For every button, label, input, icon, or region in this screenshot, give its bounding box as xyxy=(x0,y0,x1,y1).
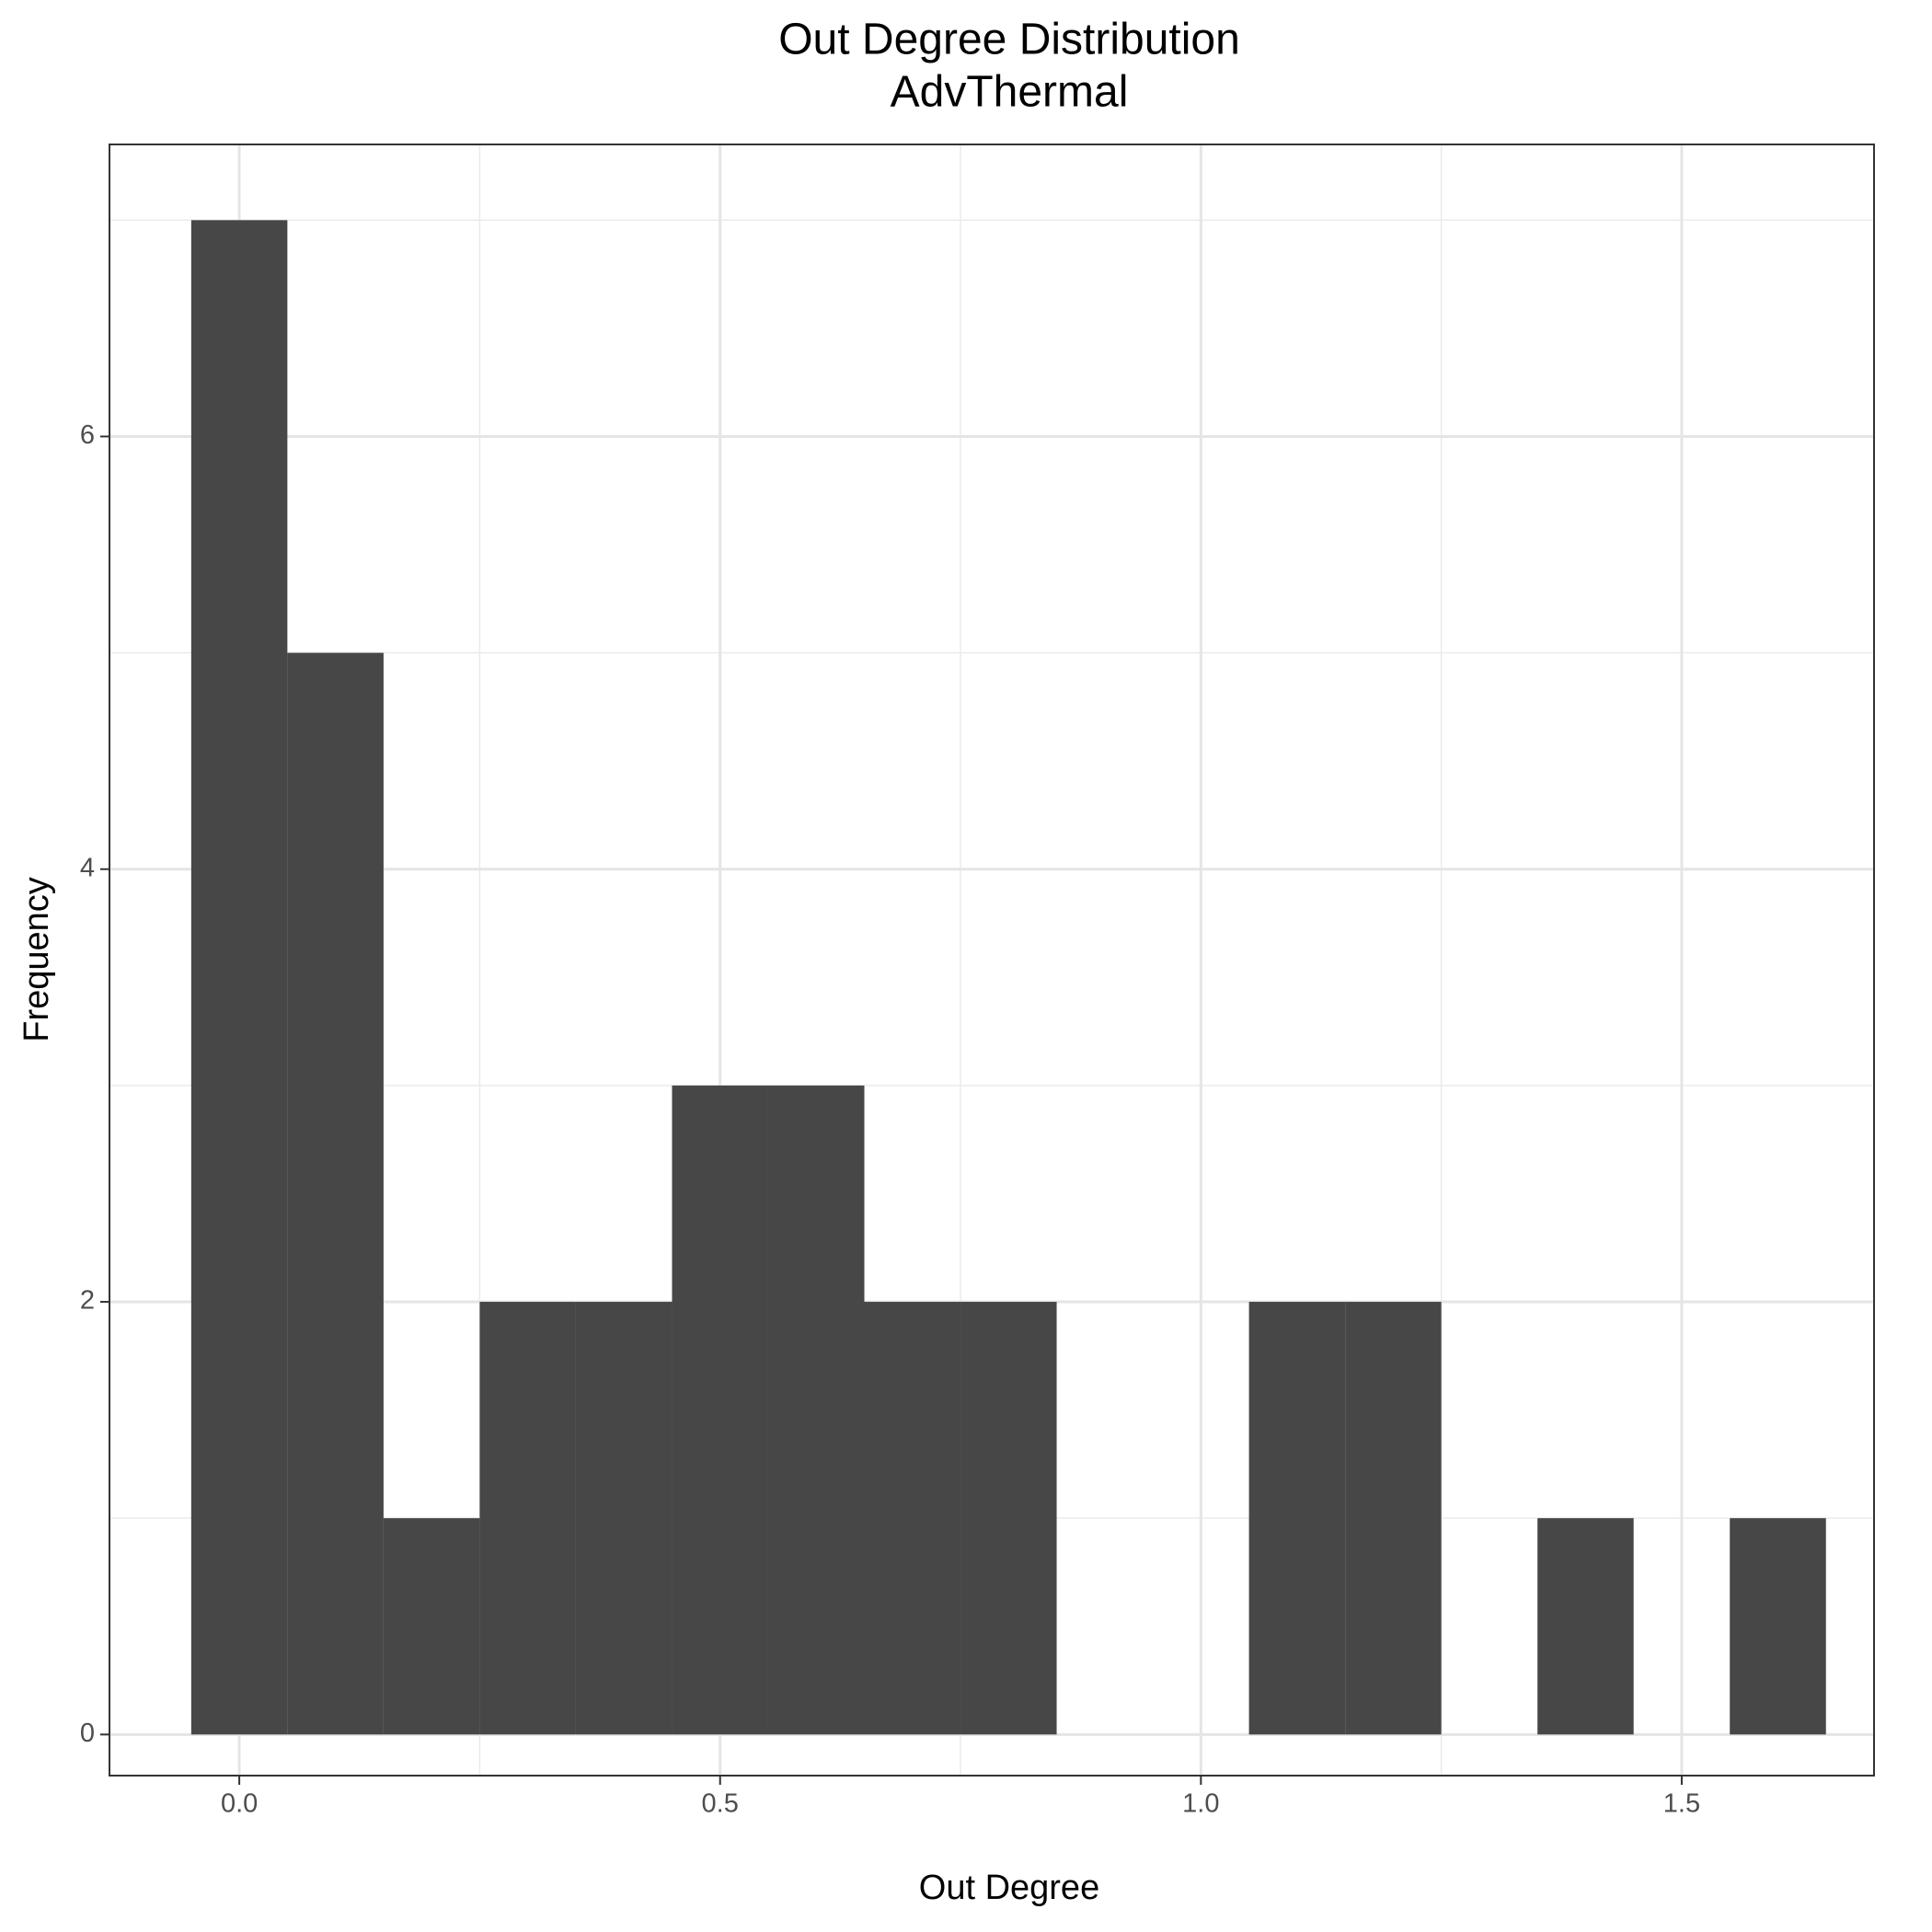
y-axis-title: Frequency xyxy=(17,877,56,1042)
y-tick-label: 0 xyxy=(80,1719,95,1748)
y-tick-label: 2 xyxy=(80,1286,95,1316)
panel-border xyxy=(109,144,1875,1777)
x-axis-title: Out Degree xyxy=(919,1869,1099,1907)
bar xyxy=(1730,1518,1826,1735)
y-tick-label: 4 xyxy=(80,853,95,882)
bar xyxy=(575,1302,673,1735)
bar xyxy=(1345,1302,1442,1735)
bar xyxy=(1537,1518,1634,1735)
bar xyxy=(190,220,288,1735)
bar xyxy=(767,1085,865,1735)
bar xyxy=(383,1518,480,1735)
x-tick-label: 1.5 xyxy=(1663,1789,1700,1819)
x-tick-label: 1.0 xyxy=(1182,1789,1219,1819)
x-tick-label: 0.0 xyxy=(221,1789,258,1819)
bar xyxy=(479,1302,576,1735)
y-tick-label: 6 xyxy=(80,420,95,450)
chart-title: Out Degree Distribution xyxy=(778,16,1240,64)
bar xyxy=(287,652,384,1735)
x-tick-label: 0.5 xyxy=(702,1789,739,1819)
bar xyxy=(864,1302,961,1735)
bar xyxy=(960,1302,1057,1735)
chart-subtitle: AdvThermal xyxy=(891,68,1129,117)
bar xyxy=(672,1085,768,1735)
bar xyxy=(1248,1302,1346,1735)
